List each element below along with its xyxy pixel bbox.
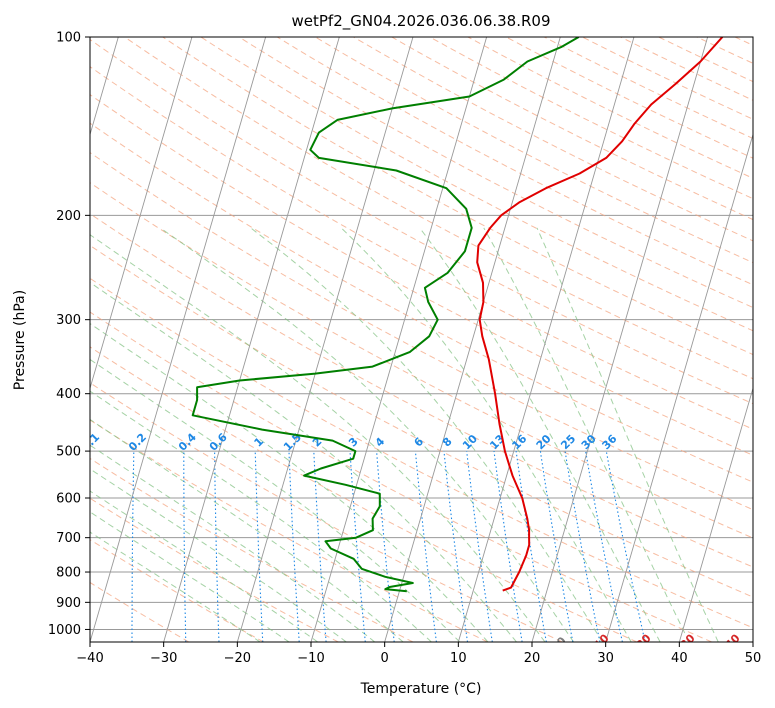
- moist-adiabats: [90, 227, 719, 642]
- dry-adiabat-line: [90, 311, 712, 642]
- dry-adiabat-label: 40: [723, 631, 743, 651]
- x-tick-label: 50: [745, 651, 762, 666]
- dry-adiabat-line: [391, 37, 753, 221]
- dry-adiabat-line: [90, 66, 753, 430]
- x-axis-label: Temperature (°C): [360, 681, 482, 697]
- x-tick-label: −40: [76, 651, 103, 666]
- mixing-ratio-line: [493, 451, 523, 642]
- isotherm-line: [531, 37, 709, 642]
- dry-adiabat-line: [162, 37, 753, 356]
- x-tick-label: 40: [671, 651, 688, 666]
- dry-adiabat-line: [90, 213, 753, 568]
- x-tick-label: 20: [524, 651, 541, 666]
- pressure-gridlines: [90, 37, 753, 630]
- x-tick-label: 30: [597, 651, 614, 666]
- x-tick-label: 0: [381, 651, 389, 666]
- grid-layer: [90, 37, 753, 642]
- mixing-ratio-line: [466, 451, 493, 642]
- moist-adiabat-line: [536, 227, 719, 642]
- isotherm-line: [90, 37, 267, 642]
- mixing-ratio-line: [564, 451, 601, 642]
- y-tick-label: 900: [56, 596, 81, 611]
- isotherm-lines: [90, 37, 753, 642]
- dry-adiabat-line: [544, 37, 753, 140]
- dry-adiabat-label: 10: [592, 631, 612, 651]
- y-tick-label: 700: [56, 531, 81, 546]
- dry-adiabat-line: [124, 37, 753, 380]
- y-tick-label: 600: [56, 492, 81, 507]
- y-axis: 100 200 300 400 500 600 700 800 900 1000: [48, 31, 90, 638]
- x-tick-label: 10: [450, 651, 467, 666]
- moist-adiabat-line: [90, 281, 517, 642]
- dry-adiabat-line: [90, 497, 339, 642]
- dry-adiabat-line: [90, 182, 753, 539]
- moist-adiabat-line: [90, 468, 347, 642]
- isotherm-line: [310, 37, 488, 642]
- dry-adiabat-line: [90, 277, 753, 629]
- isotherm-line: [384, 37, 561, 642]
- dry-adiabat-line: [467, 37, 753, 179]
- mixing-ratio-line: [585, 451, 623, 642]
- chart-title: wetPf2_GN04.2026.036.06.38.R09: [291, 12, 550, 31]
- moist-adiabat-line: [250, 227, 603, 642]
- mixing-ratio-line: [515, 451, 547, 642]
- dry-adiabat-label: 30: [678, 631, 698, 651]
- x-tick-label: −30: [150, 651, 177, 666]
- dry-adiabat-label: 20: [634, 631, 654, 651]
- isotherm-line: [90, 37, 193, 390]
- y-tick-label: 1000: [48, 623, 81, 638]
- y-tick-label: 400: [56, 387, 81, 402]
- mixing-ratio-line: [414, 451, 437, 642]
- mixing-ratio-lines: [131, 450, 646, 642]
- moist-adiabat-line: [340, 227, 632, 642]
- y-axis-label: Pressure (hPa): [12, 290, 28, 390]
- isotherm-line: [163, 37, 340, 642]
- dewpoint-profile-line: [191, 37, 580, 593]
- mixing-ratio-line: [539, 451, 574, 642]
- temperature-profile-line: [476, 37, 724, 592]
- dry-adiabat-line: [90, 457, 414, 642]
- dry-adiabat-line: [276, 37, 753, 286]
- dry-adiabat-line: [315, 37, 753, 264]
- dry-adiabat-line: [238, 37, 753, 309]
- moist-adiabat-line: [90, 358, 461, 642]
- isotherm-line: [678, 386, 753, 642]
- dry-adiabat-line: [505, 37, 753, 159]
- dry-adiabat-line: [90, 38, 753, 405]
- y-tick-label: 800: [56, 566, 81, 581]
- y-tick-label: 500: [56, 445, 81, 460]
- y-tick-label: 100: [56, 31, 81, 46]
- moist-adiabat-line: [90, 490, 319, 642]
- isotherm-line: [457, 37, 635, 642]
- series-layer: [191, 37, 724, 593]
- dry-adiabat-line: [90, 346, 638, 642]
- isotherm-line: [605, 132, 753, 642]
- y-tick-label: 300: [56, 313, 81, 328]
- moist-adiabat-line: [483, 227, 690, 642]
- x-axis: −40 −30 −20 −10 0 10 20 30 40 50: [76, 642, 761, 666]
- x-tick-label: −10: [297, 651, 324, 666]
- moist-adiabat-line: [419, 227, 661, 642]
- dry-adiabat-label: 0: [554, 634, 569, 649]
- y-tick-label: 200: [56, 209, 81, 224]
- mixing-ratio-line: [443, 451, 469, 642]
- dry-adiabat-line: [200, 37, 753, 332]
- dry-adiabat-line: [90, 244, 753, 598]
- moist-adiabat-line: [90, 444, 376, 642]
- dry-adiabat-line: [90, 94, 753, 456]
- dry-adiabat-line: [353, 37, 753, 242]
- plot-frame: [89, 36, 754, 643]
- mixing-ratio-line: [605, 450, 646, 642]
- moist-adiabat-line: [159, 227, 575, 642]
- x-tick-label: −20: [224, 651, 251, 666]
- isotherm-line: [236, 37, 414, 642]
